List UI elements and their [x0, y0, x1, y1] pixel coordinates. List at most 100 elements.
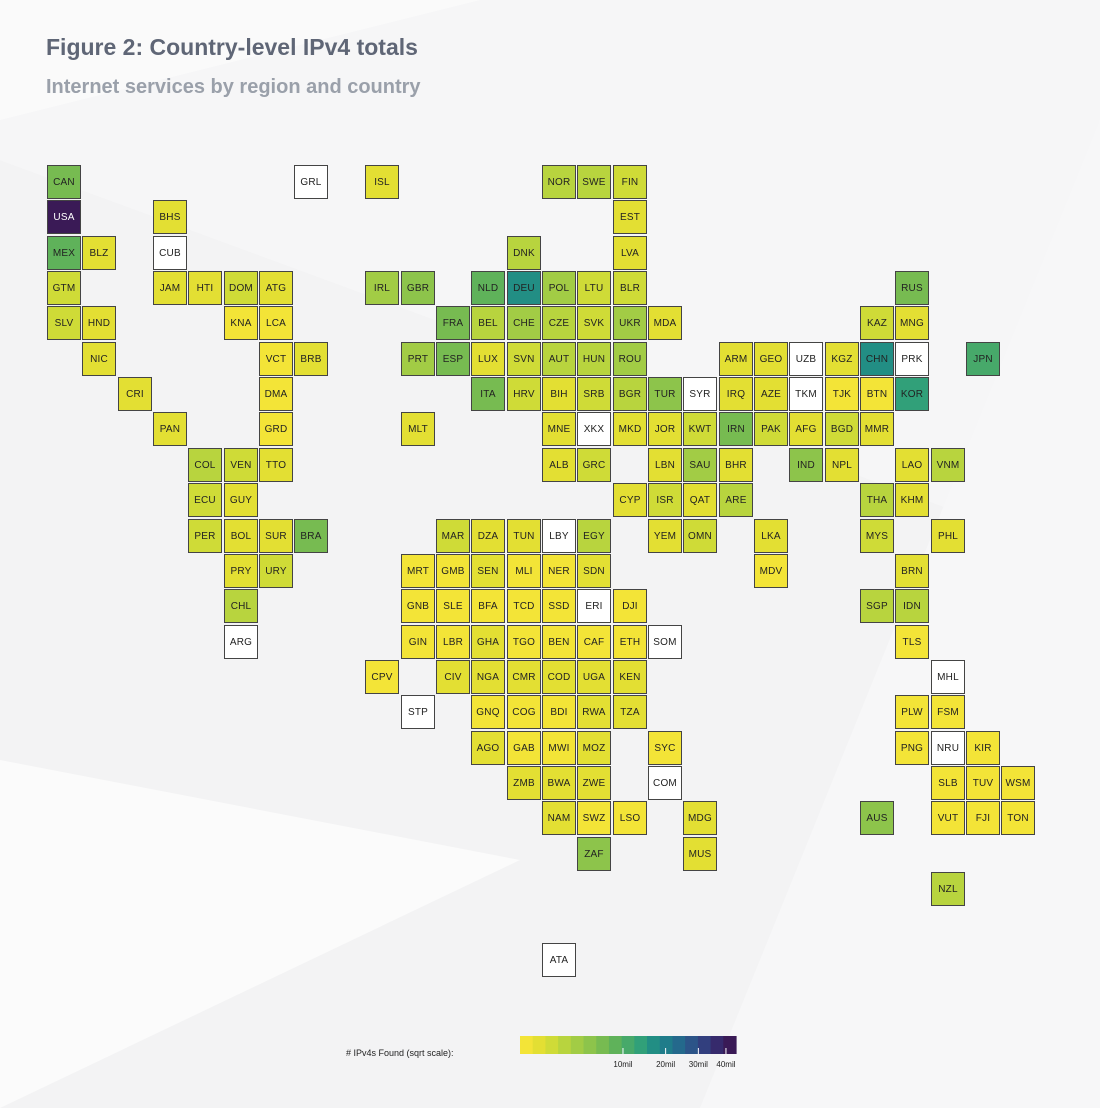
tile-guy: GUY: [224, 483, 258, 517]
tile-mys: MYS: [860, 519, 894, 553]
tile-sau: SAU: [683, 448, 717, 482]
tile-irq: IRQ: [719, 377, 753, 411]
legend-swatch: [621, 1036, 635, 1054]
tile-lva: LVA: [613, 236, 647, 270]
tile-aut: AUT: [542, 342, 576, 376]
tile-afg: AFG: [789, 412, 823, 446]
page-subtitle: Internet services by region and country: [46, 76, 421, 98]
legend-swatch: [647, 1036, 661, 1054]
tile-ltu: LTU: [577, 271, 611, 305]
tile-bgd: BGD: [825, 412, 859, 446]
tile-civ: CIV: [436, 660, 470, 694]
tile-mrt: MRT: [401, 554, 435, 588]
tile-dma: DMA: [259, 377, 293, 411]
tile-dom: DOM: [224, 271, 258, 305]
tile-tjk: TJK: [825, 377, 859, 411]
tile-gab: GAB: [507, 731, 541, 765]
legend-label: # IPv4s Found (sqrt scale):: [346, 1048, 454, 1058]
tile-bfa: BFA: [471, 589, 505, 623]
tile-bwa: BWA: [542, 766, 576, 800]
tile-eth: ETH: [613, 625, 647, 659]
tile-uga: UGA: [577, 660, 611, 694]
tile-tto: TTO: [259, 448, 293, 482]
tile-sen: SEN: [471, 554, 505, 588]
tile-syr: SYR: [683, 377, 717, 411]
tile-bhs: BHS: [153, 200, 187, 234]
tile-usa: USA: [47, 200, 81, 234]
tile-eri: ERI: [577, 589, 611, 623]
tile-mdv: MDV: [754, 554, 788, 588]
tile-lka: LKA: [754, 519, 788, 553]
tile-mng: MNG: [895, 306, 929, 340]
legend-swatch: [558, 1036, 572, 1054]
tile-fra: FRA: [436, 306, 470, 340]
tile-prt: PRT: [401, 342, 435, 376]
tile-vct: VCT: [259, 342, 293, 376]
tile-slb: SLB: [931, 766, 965, 800]
tile-aus: AUS: [860, 801, 894, 835]
tile-moz: MOZ: [577, 731, 611, 765]
tile-ita: ITA: [471, 377, 505, 411]
tile-kor: KOR: [895, 377, 929, 411]
tile-zmb: ZMB: [507, 766, 541, 800]
tile-dza: DZA: [471, 519, 505, 553]
tile-isl: ISL: [365, 165, 399, 199]
tile-isr: ISR: [648, 483, 682, 517]
tile-geo: GEO: [754, 342, 788, 376]
tile-nru: NRU: [931, 731, 965, 765]
color-legend: 10mil 20mil 30mil 40mil: [520, 1036, 737, 1069]
tile-idn: IDN: [895, 589, 929, 623]
tile-ago: AGO: [471, 731, 505, 765]
tile-esp: ESP: [436, 342, 470, 376]
tile-sur: SUR: [259, 519, 293, 553]
tile-kir: KIR: [966, 731, 1000, 765]
tile-mlt: MLT: [401, 412, 435, 446]
tile-srb: SRB: [577, 377, 611, 411]
tile-syc: SYC: [648, 731, 682, 765]
legend-tick-label: 10mil: [613, 1060, 632, 1069]
tile-mus: MUS: [683, 837, 717, 871]
tile-hun: HUN: [577, 342, 611, 376]
tile-khm: KHM: [895, 483, 929, 517]
legend-swatch: [596, 1036, 610, 1054]
legend-swatch: [710, 1036, 724, 1054]
legend-swatch: [608, 1036, 623, 1054]
tile-cog: COG: [507, 695, 541, 729]
tile-svn: SVN: [507, 342, 541, 376]
tile-brn: BRN: [895, 554, 929, 588]
tile-tgo: TGO: [507, 625, 541, 659]
legend-swatch: [520, 1036, 534, 1054]
tile-can: CAN: [47, 165, 81, 199]
tile-mli: MLI: [507, 554, 541, 588]
tile-che: CHE: [507, 306, 541, 340]
tile-grl: GRL: [294, 165, 328, 199]
tile-lao: LAO: [895, 448, 929, 482]
tile-gin: GIN: [401, 625, 435, 659]
tile-deu: DEU: [507, 271, 541, 305]
tile-vnm: VNM: [931, 448, 965, 482]
tile-cze: CZE: [542, 306, 576, 340]
tile-mex: MEX: [47, 236, 81, 270]
tile-yem: YEM: [648, 519, 682, 553]
tile-prk: PRK: [895, 342, 929, 376]
tile-lbn: LBN: [648, 448, 682, 482]
tile-plw: PLW: [895, 695, 929, 729]
tile-grc: GRC: [577, 448, 611, 482]
tile-arm: ARM: [719, 342, 753, 376]
tile-cub: CUB: [153, 236, 187, 270]
tile-nam: NAM: [542, 801, 576, 835]
tile-ata: ATA: [542, 943, 576, 977]
tile-nld: NLD: [471, 271, 505, 305]
tile-nga: NGA: [471, 660, 505, 694]
tile-mwi: MWI: [542, 731, 576, 765]
tile-bgr: BGR: [613, 377, 647, 411]
tile-zwe: ZWE: [577, 766, 611, 800]
tile-atg: ATG: [259, 271, 293, 305]
tile-omn: OMN: [683, 519, 717, 553]
tile-gha: GHA: [471, 625, 505, 659]
legend-tick-label: 30mil: [689, 1060, 708, 1069]
tile-ken: KEN: [613, 660, 647, 694]
tile-mne: MNE: [542, 412, 576, 446]
tile-jpn: JPN: [966, 342, 1000, 376]
tile-tun: TUN: [507, 519, 541, 553]
